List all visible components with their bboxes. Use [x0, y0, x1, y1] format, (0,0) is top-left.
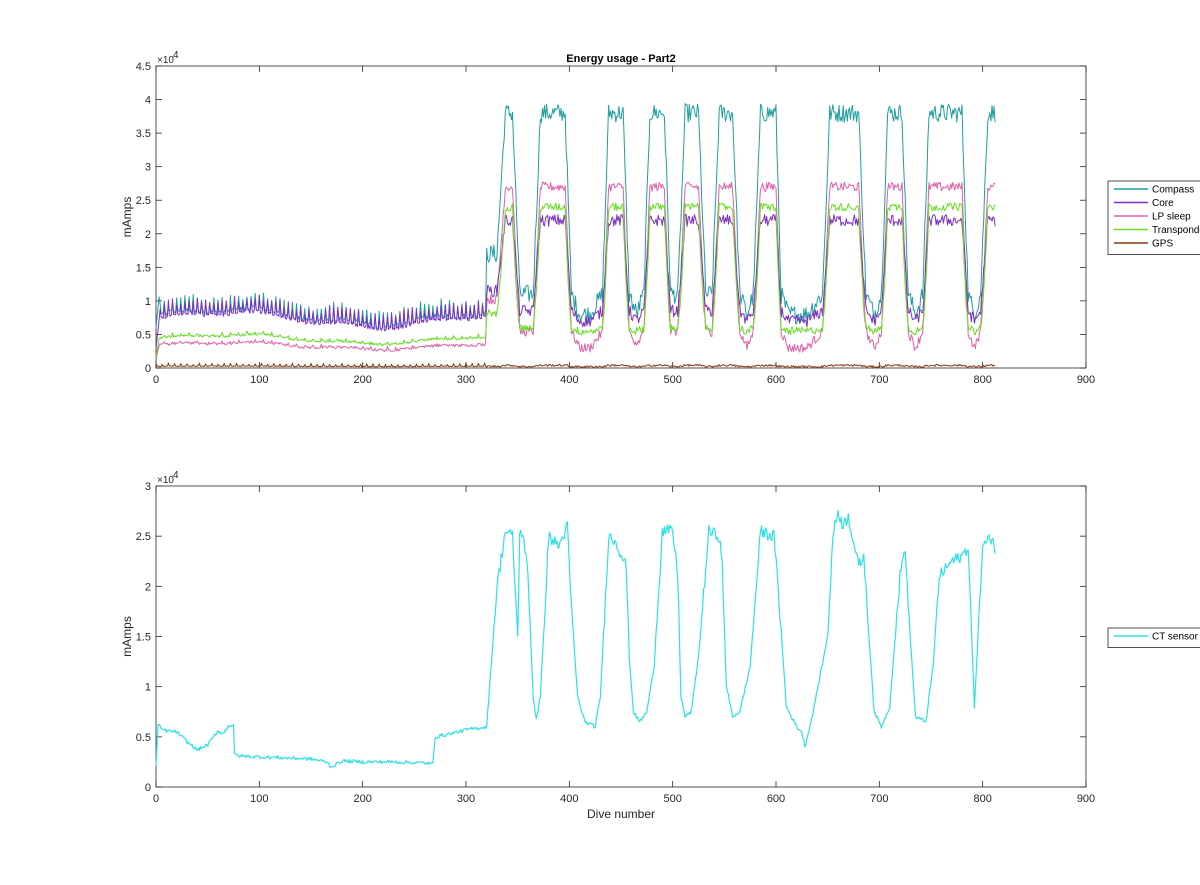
- plot-area: [155, 485, 1087, 788]
- y-exponent-power: 4: [173, 50, 179, 61]
- legend: Compass Core LP sleep Transponder GPS: [1107, 180, 1200, 255]
- x-tick-label: 0: [153, 793, 159, 805]
- x-tick-label: 800: [973, 374, 991, 386]
- x-tick-label: 700: [870, 374, 888, 386]
- y-axis-label: mAmps: [120, 616, 134, 657]
- y-exponent-label: ×10: [157, 55, 174, 66]
- x-tick-label: 300: [457, 374, 475, 386]
- series-line-gps: [155, 362, 996, 369]
- y-tick-label: 2: [145, 581, 151, 593]
- y-tick-label: 0.5: [136, 732, 151, 744]
- y-tick-label: 2: [145, 229, 151, 241]
- x-tick-label: 600: [767, 793, 785, 805]
- y-tick-label: 0: [145, 782, 151, 794]
- y-exponent-label: ×10: [157, 475, 174, 486]
- series-line-lp-sleep: [155, 181, 996, 360]
- y-tick-label: 3: [145, 481, 151, 493]
- x-tick-label: 400: [560, 793, 578, 805]
- y-tick-label: 3: [145, 162, 151, 174]
- y-exponent-power: 4: [173, 470, 179, 481]
- y-tick-label: 1: [145, 296, 151, 308]
- legend: CT sensor: [1107, 627, 1200, 648]
- y-tick-label: 0: [145, 363, 151, 375]
- y-tick-label: 1.5: [136, 262, 151, 274]
- series-line-core: [155, 213, 996, 349]
- ct-sensor-chart: 0 100 200 300 400 500 600 700 800 900 0 0.5 1 1.5 2 2.5…: [120, 470, 1200, 821]
- y-tick-label: 1.5: [136, 632, 151, 644]
- x-tick-label: 400: [560, 374, 578, 386]
- x-tick-label: 900: [1077, 793, 1095, 805]
- x-tick-label: 300: [457, 793, 475, 805]
- series-line-transponder: [155, 202, 996, 357]
- x-tick-label: 100: [250, 374, 268, 386]
- y-tick-label: 2.5: [136, 195, 151, 207]
- y-tick-label: 0.5: [136, 329, 151, 341]
- legend-label-core: Core: [1152, 198, 1174, 209]
- x-tick-label: 800: [973, 793, 991, 805]
- x-tick-label: 200: [353, 374, 371, 386]
- legend-label-compass: Compass: [1152, 185, 1194, 196]
- y-tick-label: 4.5: [136, 61, 151, 73]
- x-tick-label: 500: [663, 374, 681, 386]
- y-tick-label: 1: [145, 682, 151, 694]
- x-tick-label: 100: [250, 793, 268, 805]
- y-tick-label: 3.5: [136, 128, 151, 140]
- x-tick-label: 700: [870, 793, 888, 805]
- legend-label-lp-sleep: LP sleep: [1152, 212, 1191, 223]
- x-tick-label: 900: [1077, 374, 1095, 386]
- x-tick-label: 500: [663, 793, 681, 805]
- legend-label-ct-sensor: CT sensor: [1152, 632, 1199, 643]
- series-line-ct-sensor: [155, 509, 996, 769]
- legend-box: [1107, 627, 1200, 648]
- chart-title: Energy usage - Part2: [566, 53, 675, 65]
- y-tick-label: 2.5: [136, 531, 151, 543]
- y-axis-label: mAmps: [120, 197, 134, 238]
- y-tick-label: 4: [145, 95, 151, 107]
- energy-usage-chart: 0 100 200 300 400 500 600 700 800 900 0 0.5 1 1.5 2 2.5…: [120, 50, 1200, 386]
- x-axis-label: Dive number: [587, 807, 655, 821]
- x-tick-label: 0: [153, 374, 159, 386]
- legend-label-gps: GPS: [1152, 239, 1173, 250]
- x-tick-label: 200: [353, 793, 371, 805]
- legend-label-transponder: Transponder: [1152, 225, 1200, 236]
- x-tick-label: 600: [767, 374, 785, 386]
